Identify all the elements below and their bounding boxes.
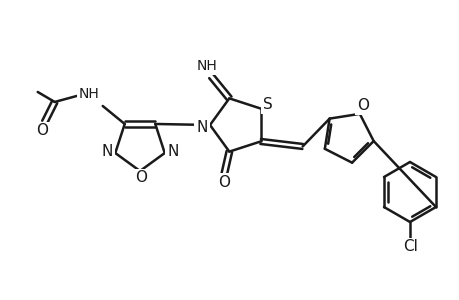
Text: O: O <box>134 170 147 185</box>
Text: N: N <box>196 119 207 134</box>
Text: O: O <box>36 124 48 139</box>
Text: O: O <box>356 98 368 113</box>
Text: NH: NH <box>78 87 99 101</box>
Text: N: N <box>167 143 178 158</box>
Text: N: N <box>101 143 113 158</box>
Text: S: S <box>262 97 272 112</box>
Text: NH: NH <box>196 59 217 74</box>
Text: Cl: Cl <box>403 239 418 254</box>
Text: O: O <box>218 175 230 190</box>
